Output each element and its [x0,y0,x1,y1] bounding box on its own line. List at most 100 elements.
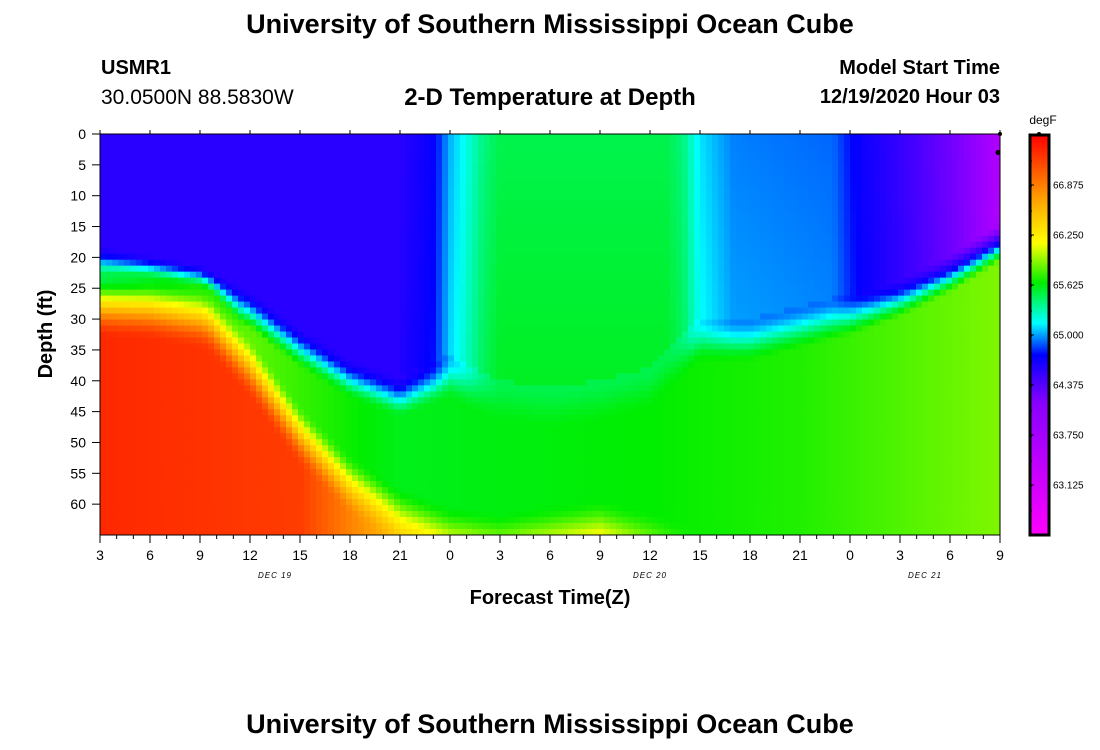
heatmap-cell [418,260,424,266]
heatmap-cell [478,326,484,332]
heatmap-cell [220,188,226,194]
heatmap-cell [472,463,478,469]
heatmap-cell [214,421,220,427]
heatmap-cell [160,272,166,278]
heatmap-cell [364,487,370,493]
heatmap-cell [322,194,328,200]
heatmap-cell [358,254,364,260]
heatmap-cell [220,493,226,499]
heatmap-cell [508,379,514,385]
heatmap-cell [382,415,388,421]
heatmap-cell [262,188,268,194]
heatmap-cell [436,427,442,433]
heatmap-cell [130,445,136,451]
heatmap-cell [250,314,256,320]
heatmap-cell [316,260,322,266]
heatmap-cell [358,284,364,290]
heatmap-cell [526,314,532,320]
heatmap-cell [394,188,400,194]
heatmap-cell [118,332,124,338]
heatmap-cell [208,254,214,260]
heatmap-cell [394,284,400,290]
heatmap-cell [478,379,484,385]
heatmap-cell [106,242,112,248]
heatmap-cell [262,445,268,451]
heatmap-cell [274,320,280,326]
heatmap-cell [244,218,250,224]
heatmap-cell [490,176,496,182]
heatmap-cell [232,164,238,170]
heatmap-cell [250,493,256,499]
heatmap-cell [292,439,298,445]
heatmap-cell [370,284,376,290]
heatmap-cell [178,445,184,451]
heatmap-cell [310,152,316,158]
heatmap-cell [376,415,382,421]
heatmap-cell [436,343,442,349]
heatmap-cell [136,427,142,433]
heatmap-cell [412,218,418,224]
heatmap-cell [322,487,328,493]
heatmap-cell [100,296,106,302]
heatmap-cell [106,164,112,170]
heatmap-cell [466,194,472,200]
heatmap-cell [310,529,316,535]
heatmap-cell [226,314,232,320]
heatmap-cell [376,170,382,176]
heatmap-cell [364,373,370,379]
heatmap-cell [442,433,448,439]
heatmap-cell [472,487,478,493]
heatmap-cell [376,349,382,355]
heatmap-cell [514,475,520,481]
heatmap-cell [514,314,520,320]
heatmap-cell [352,457,358,463]
heatmap-cell [214,463,220,469]
heatmap-cell [154,349,160,355]
heatmap-cell [526,176,532,182]
heatmap-cell [274,505,280,511]
heatmap-cell [400,200,406,206]
heatmap-cell [418,332,424,338]
heatmap-cell [376,134,382,140]
heatmap-cell [340,314,346,320]
heatmap-cell [316,499,322,505]
heatmap-cell [148,224,154,230]
heatmap-cell [484,326,490,332]
heatmap-cell [340,349,346,355]
heatmap-cell [520,242,526,248]
heatmap-cell [130,254,136,260]
heatmap-cell [400,218,406,224]
heatmap-cell [364,278,370,284]
heatmap-cell [160,254,166,260]
heatmap-cell [214,475,220,481]
heatmap-cell [136,188,142,194]
heatmap-cell [328,170,334,176]
heatmap-cell [202,248,208,254]
heatmap-cell [430,439,436,445]
heatmap-cell [514,499,520,505]
heatmap-cell [508,218,514,224]
heatmap-cell [400,487,406,493]
heatmap-cell [136,421,142,427]
heatmap-cell [376,260,382,266]
heatmap-cell [130,302,136,308]
heatmap-cell [142,242,148,248]
heatmap-cell [496,529,502,535]
heatmap-cell [526,212,532,218]
heatmap-cell [424,361,430,367]
heatmap-cell [148,242,154,248]
heatmap-cell [352,343,358,349]
heatmap-cell [178,391,184,397]
heatmap-cell [370,170,376,176]
heatmap-cell [406,409,412,415]
heatmap-cell [100,505,106,511]
heatmap-cell [280,266,286,272]
heatmap-cell [334,409,340,415]
heatmap-cell [244,212,250,218]
heatmap-cell [250,427,256,433]
heatmap-cell [190,200,196,206]
heatmap-cell [406,332,412,338]
heatmap-cell [388,278,394,284]
heatmap-cell [124,469,130,475]
heatmap-cell [370,152,376,158]
